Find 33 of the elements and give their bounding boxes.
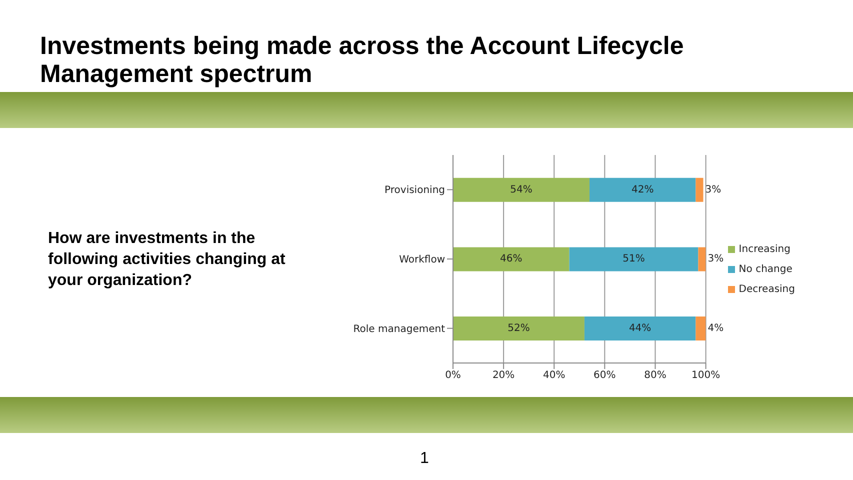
data-label: 3%	[708, 254, 724, 265]
bar	[453, 247, 570, 272]
x-tick-label: 60%	[594, 370, 616, 382]
x-tick-label: 80%	[644, 370, 666, 382]
chart-title: Investments being made across the Account Lifecycle Management spectrum	[40, 32, 685, 88]
bar	[453, 178, 590, 202]
legend-label: Increasing	[738, 244, 790, 255]
legend-label: No change	[738, 264, 792, 275]
data-label: 54%	[510, 184, 532, 196]
data-label: 46%	[500, 254, 522, 265]
x-tick-label: 0%	[445, 370, 461, 382]
y-tick-label: Workflow	[399, 254, 445, 266]
y-tick-label: Provisioning	[384, 185, 445, 196]
y-tick-label: Role management	[353, 324, 446, 335]
legend-label: Decreasing	[738, 284, 795, 295]
bar	[590, 178, 696, 202]
text: How are investments in the following activities changing at your organization?	[48, 229, 286, 291]
x-tick-label: 100%	[692, 370, 720, 382]
bar	[453, 316, 584, 341]
bar	[569, 247, 698, 272]
data-label: 3%	[705, 184, 722, 196]
x-tick-label: 20%	[492, 370, 515, 382]
data-label: 42%	[631, 184, 654, 196]
bar	[698, 247, 706, 272]
data-label: 44%	[628, 323, 652, 334]
data-label: 4%	[708, 323, 724, 334]
x-tick-label: 40%	[543, 370, 566, 382]
data-label: 51%	[622, 254, 645, 265]
bar	[584, 316, 696, 341]
bar	[696, 178, 704, 202]
bar	[696, 316, 706, 341]
text: 1	[420, 450, 429, 468]
data-label: 52%	[508, 323, 530, 334]
